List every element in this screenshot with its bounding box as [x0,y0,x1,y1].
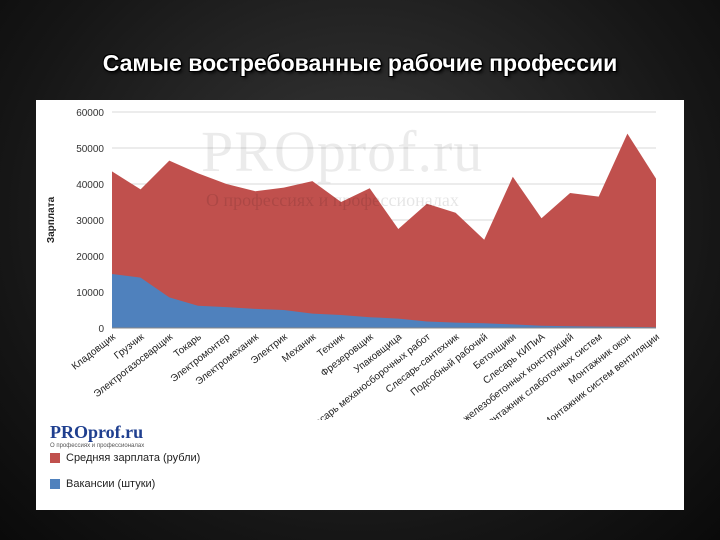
y-tick-label: 50000 [76,144,104,155]
y-tick-label: 0 [98,324,104,335]
legend-item-salary: Средняя зарплата (рубли) [50,452,200,464]
logo-subtitle: О профессиях и профессионалах [50,443,145,449]
x-category-label: Кладовщик [70,331,118,372]
watermark-subtitle: О профессиях и профессионалах [206,190,459,210]
y-tick-label: 30000 [76,216,104,227]
watermark: PROprof.ru [201,119,484,184]
y-tick-label: 10000 [76,288,104,299]
series-area-1 [112,274,656,328]
logo-text: PROprof.ru [50,422,144,442]
chart-panel: PROprof.ru О профессиях и профессионалах… [36,100,684,510]
legend-swatch-vacancies [50,479,60,489]
legend-item-vacancies: Вакансии (штуки) [50,478,155,490]
slide-title: Самые востребованные рабочие профессии [102,50,618,76]
y-tick-label: 20000 [76,252,104,263]
legend-label-vacancies: Вакансии (штуки) [66,478,156,490]
series-area-0 [112,133,656,328]
area-chart: 0 10000 20000 30000 40000 50000 60000 Зарплата К… [46,108,662,458]
y-tick-label: 40000 [76,180,104,191]
logo: PROprof.ru О профессиях и профессионалах [50,422,144,449]
legend-swatch-salary [50,453,60,463]
y-tick-label: 60000 [76,108,104,119]
y-axis-title: Зарплата [46,196,57,243]
legend-label-salary: Средняя зарплата (рубли) [66,452,201,464]
